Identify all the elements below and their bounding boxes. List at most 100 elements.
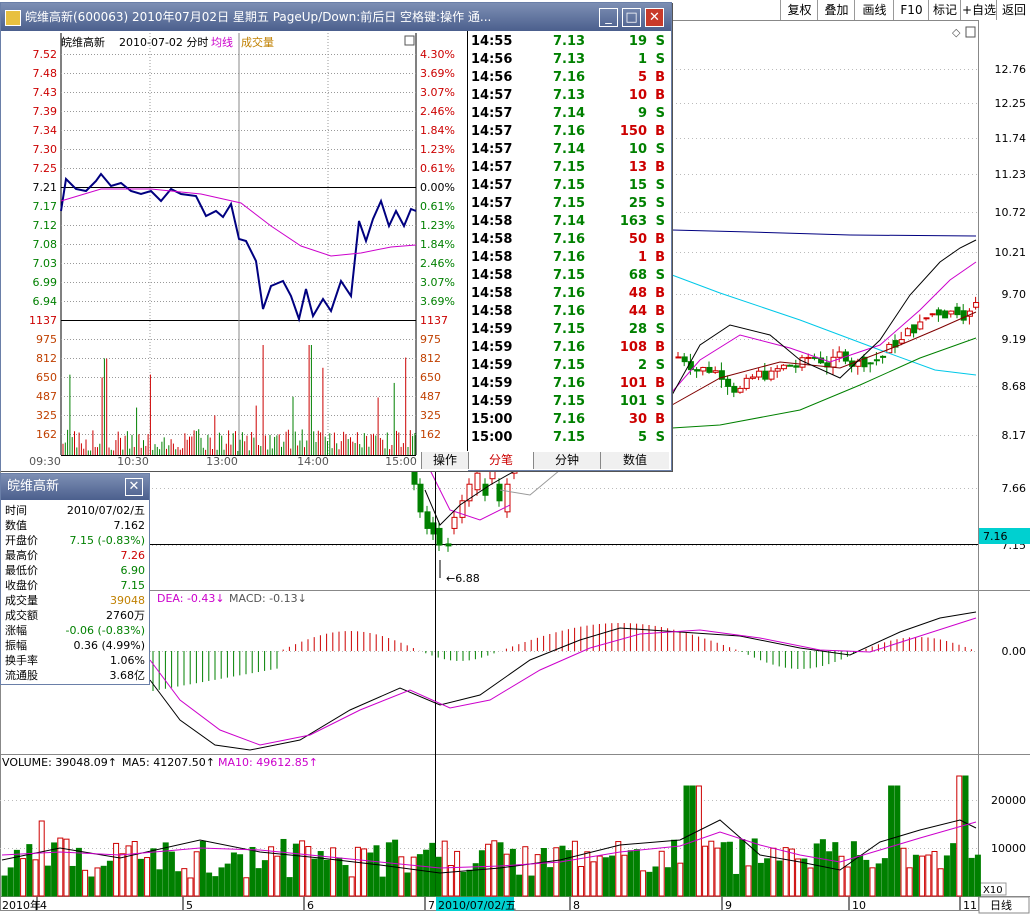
quote-info-window[interactable]: 皖维高新 ✕ 时间 2010/07/02/五 数值 7.162 开盘价 7.15 (-0.… [0,473,150,685]
tick-side: B [655,340,665,355]
tick-time: 14:55 [471,34,513,49]
tick-price: 7.15 [553,178,586,193]
tick-time: 14:56 [471,70,513,85]
intraday-window-title: 皖维高新(600063) 2010年07月02日 星期五 PageUp/Down… [25,10,492,24]
intraday-price-label: 7.30 [33,143,58,156]
tick-side: B [655,124,665,139]
tick-time: 14:57 [471,196,513,211]
candle-body [436,527,443,546]
candle-body [880,355,887,358]
volume-bar [615,841,622,897]
toolbar-button-6[interactable]: 返回 [996,0,1030,20]
candle-body [942,310,949,319]
info-row: 振幅 0.36 (4.99%) [1,638,147,653]
tick-time: 15:00 [471,412,513,427]
volume-bar [268,846,275,897]
volume-bar [416,854,423,897]
volume-bar [1,875,8,897]
price-axis-label: 8.17 [1002,429,1027,442]
ma-20-line [671,311,977,406]
volume-bar [13,849,20,897]
volume-bar [249,846,256,897]
tab-minutes[interactable]: 分钟 [533,452,600,469]
volume-bar [776,860,783,897]
toolbar-button-0[interactable]: 复权 [780,0,818,20]
volume-bar [751,838,758,897]
intraday-price-label: 6.94 [33,295,58,308]
tab-operate[interactable]: 操作 [421,452,468,469]
volume-bar [844,866,851,897]
toolbar-button-3[interactable]: F10 [893,0,929,20]
toolbar-button-2[interactable]: 画线 [854,0,894,20]
intraday-window[interactable]: 皖维高新(600063) 2010年07月02日 星期五 PageUp/Down… [0,2,672,471]
intraday-price-label: 7.39 [33,105,58,118]
tick-price: 7.14 [553,214,586,229]
intraday-pct-label: 2.46% [420,257,455,270]
chart-date: 2010-07-02 分时 [119,36,208,49]
volume-bar [410,856,417,897]
tick-time: 14:58 [471,214,513,229]
tick-side: B [655,88,665,103]
intraday-pct-label: 0.00% [420,181,455,194]
volume-bar [69,865,76,897]
candle-body [762,370,769,380]
volume-bar [206,872,213,897]
volume-bar [695,785,702,897]
volume-bar [540,848,547,897]
tick-time: 14:57 [471,106,513,121]
maximize-icon[interactable]: □ [622,8,641,27]
volume-bar [503,853,510,897]
volume-bar [255,868,262,897]
volume-bar [956,775,963,897]
info-value: -0.06 (-0.83%) [65,624,145,637]
close-icon[interactable]: ✕ [645,8,664,27]
candle-body [911,324,918,334]
quote-info-titlebar[interactable]: 皖维高新 ✕ [1,474,149,500]
month-label: 8 [573,899,580,912]
toolbar-button-1[interactable]: 叠加 [817,0,855,20]
volume-bar [119,853,126,897]
ma-10-line [429,469,511,521]
volume-bar [950,843,957,897]
candle-body [451,516,458,529]
tab-ticks[interactable]: 分笔 [468,452,533,469]
volume-bar [106,860,113,897]
intraday-window-titlebar[interactable]: 皖维高新(600063) 2010年07月02日 星期五 PageUp/Down… [1,3,671,31]
tick-row: 14:58 7.16 50 B [469,231,669,249]
time-label: 09:30 [29,455,61,468]
volume-bar [596,855,603,897]
info-value: 7.162 [113,519,146,532]
volume-bar [51,842,58,897]
candle-body [675,356,682,359]
tick-volume: 30 [628,412,647,427]
tick-time: 14:57 [471,124,513,139]
macd-zero-label: 0.00 [1002,645,1027,658]
volume-bar [354,846,361,897]
tick-volume: 5 [637,70,647,85]
tick-volume: 5 [637,430,647,445]
volume-bar [553,847,560,897]
candle-body [818,357,825,364]
tab-values[interactable]: 数值 [600,452,669,469]
volume-bar [720,842,727,897]
minimize-icon[interactable]: _ [599,8,618,27]
tick-side: B [655,70,665,85]
toolbar-button-5[interactable]: +自选 [960,0,997,20]
tick-volume: 101 [619,394,647,409]
intraday-price-label: 7.08 [33,238,58,251]
volume-bar [857,854,864,897]
tick-row: 14:59 7.15 28 S [469,321,669,339]
volume-bar [224,863,231,897]
candle-body [718,370,725,380]
tick-volume: 10 [628,142,647,157]
volume-bar [671,839,678,897]
tick-list[interactable]: 14:55 7.13 19 S 14:56 7.13 1 S 14:56 7.16 5 B 14:57 7… [467,31,669,453]
volume-bar [137,858,144,897]
volume-bar [559,845,566,897]
vol-axis-label: 650 [36,371,57,384]
volume-bar [943,855,950,897]
toolbar-button-4[interactable]: 标记 [928,0,961,20]
info-row: 数值 7.162 [1,518,147,533]
intraday-chart[interactable]: 皖维高新 2010-07-02 分时 均线 成交量 7.52 4.30% 7.48 3.69%… [1,31,469,471]
close-icon[interactable]: ✕ [125,478,143,496]
